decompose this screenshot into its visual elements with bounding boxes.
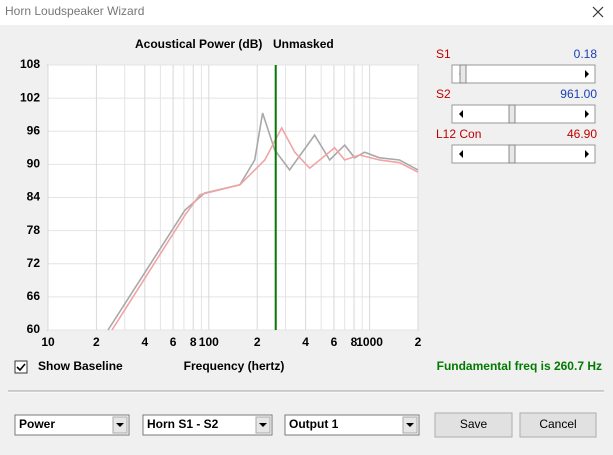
slider-value: 0.18 bbox=[574, 47, 598, 61]
x-tick-label: 4 bbox=[302, 335, 309, 349]
x-tick-label: 1000 bbox=[356, 335, 383, 349]
title-bar bbox=[0, 0, 613, 25]
slider-track[interactable] bbox=[451, 104, 596, 124]
chart-subtitle: Unmasked bbox=[273, 37, 334, 51]
y-tick-label: 96 bbox=[27, 123, 41, 137]
x-tick-label: 100 bbox=[199, 335, 219, 349]
y-tick-label: 60 bbox=[27, 322, 41, 336]
slider-track[interactable] bbox=[451, 144, 596, 164]
x-tick-label: 4 bbox=[141, 335, 148, 349]
slider-label: L12 Con bbox=[436, 127, 481, 141]
dropdown-arrow bbox=[259, 423, 267, 427]
dropdown-arrow bbox=[406, 423, 414, 427]
y-tick-label: 90 bbox=[27, 157, 41, 171]
y-tick-label: 84 bbox=[27, 190, 41, 204]
dropdown[interactable] bbox=[14, 414, 130, 436]
slider-left-arrow[interactable] bbox=[459, 110, 463, 118]
slider-value: 46.90 bbox=[567, 127, 597, 141]
controls: S1 0.18 S2 961.00 L12 Con 46.90 Show Baseline F… bbox=[14, 47, 602, 438]
y-tick-label: 66 bbox=[27, 289, 41, 303]
y-tick-label: 102 bbox=[20, 90, 40, 104]
dropdown-value: Horn S1 - S2 bbox=[147, 417, 219, 431]
dropdown[interactable] bbox=[142, 414, 273, 436]
x-tick-label: 6 bbox=[170, 335, 177, 349]
checkbox-label: Show Baseline bbox=[38, 359, 123, 373]
x-tick-label: 8 bbox=[351, 335, 358, 349]
chart-title: Acoustical Power (dB) bbox=[135, 37, 262, 51]
x-tick-label: 10 bbox=[41, 335, 55, 349]
dropdown-arrow bbox=[116, 423, 124, 427]
dropdown-value: Power bbox=[19, 417, 55, 431]
x-tick-label: 2 bbox=[93, 335, 100, 349]
slider-right-arrow[interactable] bbox=[585, 70, 589, 78]
chart: Acoustical Power (dB) Unmasked Frequency (… bbox=[20, 37, 422, 373]
x-tick-label: 2 bbox=[415, 335, 422, 349]
slider-right-arrow[interactable] bbox=[585, 150, 589, 158]
y-tick-label: 72 bbox=[27, 256, 41, 270]
checkbox[interactable] bbox=[14, 360, 28, 374]
status-text: Fundamental freq is 260.7 Hz bbox=[437, 359, 602, 373]
slider-label: S2 bbox=[436, 87, 451, 101]
checkmark bbox=[16, 363, 26, 372]
dropdown[interactable] bbox=[284, 414, 420, 436]
series-line bbox=[111, 126, 419, 331]
button-label: Cancel bbox=[539, 417, 576, 431]
slider-thumb[interactable] bbox=[508, 144, 516, 164]
slider-value: 961.00 bbox=[560, 87, 597, 101]
window-title: Horn Loudspeaker Wizard bbox=[5, 4, 144, 18]
slider-label: S1 bbox=[436, 47, 451, 61]
dropdown-value: Output 1 bbox=[289, 417, 339, 431]
x-axis-label: Frequency (hertz) bbox=[184, 359, 285, 373]
slider-left-arrow[interactable] bbox=[459, 150, 463, 158]
x-tick-label: 6 bbox=[331, 335, 338, 349]
button-label: Save bbox=[460, 417, 488, 431]
y-tick-label: 78 bbox=[27, 223, 41, 237]
close-button[interactable] bbox=[592, 6, 604, 18]
slider-thumb[interactable] bbox=[508, 104, 516, 124]
slider-track[interactable] bbox=[451, 64, 596, 84]
button[interactable] bbox=[434, 412, 513, 438]
slider-right-arrow[interactable] bbox=[585, 110, 589, 118]
y-tick-label: 108 bbox=[20, 57, 40, 71]
slider-thumb[interactable] bbox=[459, 64, 467, 84]
x-tick-label: 8 bbox=[190, 335, 197, 349]
button[interactable] bbox=[519, 412, 597, 438]
x-tick-label: 2 bbox=[254, 335, 261, 349]
